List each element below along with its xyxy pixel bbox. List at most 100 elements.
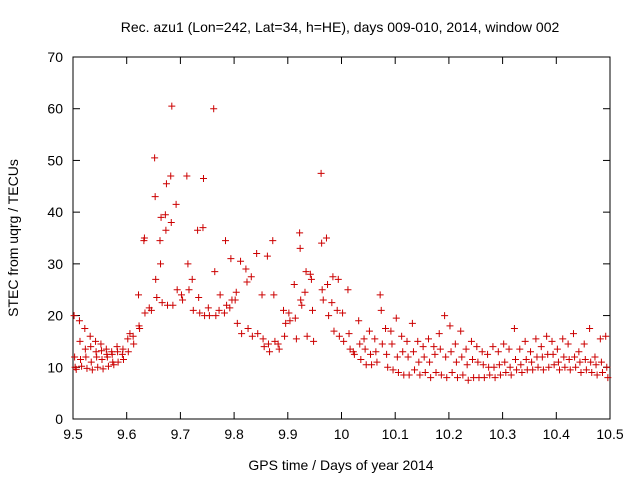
data-point [416, 371, 424, 379]
data-point [303, 332, 311, 340]
data-point [82, 353, 90, 361]
data-point [140, 234, 148, 242]
data-point [421, 368, 429, 376]
data-point [231, 296, 239, 304]
data-point [340, 337, 348, 345]
data-point [447, 348, 455, 356]
data-point [322, 234, 330, 242]
data-point [496, 371, 504, 379]
data-point [329, 273, 337, 281]
data-point [602, 332, 610, 340]
data-point [534, 363, 542, 371]
data-point [553, 345, 561, 353]
data-point [291, 314, 299, 322]
x-tick-label: 10 [334, 426, 350, 442]
data-point [266, 348, 274, 356]
data-point [83, 364, 91, 372]
data-point [592, 361, 600, 369]
data-point [371, 335, 379, 343]
data-point [177, 291, 185, 299]
data-point [281, 332, 289, 340]
data-point [405, 371, 413, 379]
data-point [226, 304, 234, 312]
data-point [324, 281, 332, 289]
data-point [151, 154, 159, 162]
data-point [361, 345, 369, 353]
data-point [598, 368, 606, 376]
data-point [253, 250, 261, 258]
data-point [334, 275, 342, 283]
data-point [571, 353, 579, 361]
data-point [172, 200, 180, 208]
data-point [135, 291, 143, 299]
data-point [452, 358, 460, 366]
data-point [490, 363, 498, 371]
data-point [382, 325, 390, 332]
data-point [215, 306, 223, 314]
data-point [78, 362, 86, 370]
data-point [222, 237, 230, 245]
data-point [372, 348, 380, 356]
data-point [365, 327, 373, 335]
x-tick-label: 10.4 [543, 426, 570, 442]
data-point [441, 312, 449, 320]
y-tick-label: 60 [47, 101, 63, 117]
data-point [463, 361, 471, 369]
data-point [356, 340, 364, 348]
data-point [94, 363, 102, 371]
x-tick-label: 9.7 [171, 426, 191, 442]
data-point [124, 335, 132, 343]
data-point [87, 343, 95, 351]
data-point [147, 306, 155, 314]
data-point [195, 293, 203, 301]
data-point [537, 343, 545, 351]
data-point [469, 356, 477, 364]
data-point [572, 363, 580, 371]
data-point [296, 244, 304, 252]
data-point [204, 304, 212, 312]
data-point [199, 224, 207, 232]
data-point [588, 368, 596, 376]
data-point [357, 356, 365, 364]
data-point [114, 348, 122, 356]
data-point [377, 306, 385, 314]
data-point [113, 343, 121, 351]
data-point [392, 314, 400, 322]
data-point [260, 343, 268, 351]
data-point [183, 172, 191, 180]
data-point [474, 358, 482, 366]
data-point [368, 361, 376, 369]
data-point [442, 353, 450, 361]
x-tick-label: 9.6 [117, 426, 137, 442]
data-point [216, 291, 224, 299]
data-point [205, 312, 213, 320]
data-point [161, 211, 169, 219]
data-point [306, 270, 314, 278]
data-point [220, 309, 228, 317]
data-point [462, 345, 470, 353]
data-point [102, 345, 110, 353]
data-point [473, 343, 481, 351]
data-point [532, 335, 540, 343]
data-point [491, 374, 499, 382]
data-point [242, 265, 250, 273]
data-point [398, 332, 406, 340]
data-point [330, 327, 338, 335]
data-point [114, 358, 122, 366]
data-point [467, 337, 475, 345]
data-point [297, 296, 305, 304]
plot-border [72, 56, 611, 420]
data-point [448, 368, 456, 376]
data-point [319, 296, 327, 304]
data-point [529, 366, 537, 374]
data-point [500, 340, 508, 348]
data-point [415, 358, 423, 366]
data-point [432, 368, 440, 376]
chart-title: Rec. azu1 (Lon=242, Lat=34, h=HE), days … [121, 19, 560, 35]
y-axis-title: STEC from uqrg / TECUs [5, 159, 21, 317]
data-point [575, 348, 583, 356]
data-point [344, 286, 352, 294]
data-point [333, 306, 341, 314]
data-point [136, 325, 144, 332]
data-point [495, 361, 503, 369]
